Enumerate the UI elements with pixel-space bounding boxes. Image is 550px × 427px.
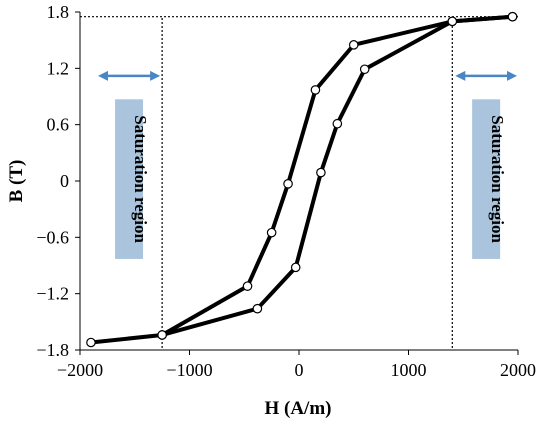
ascending-curve	[90, 14, 513, 345]
y-tick-label: 1.2	[47, 58, 70, 78]
tick-labels: −2000 −1000 0 1000 2000 1.8 1.2 0.6 0 −0.6 −1.2 −1.…	[36, 2, 536, 380]
x-axis-label: H (A/m)	[264, 398, 331, 419]
ascending-data-point	[266, 227, 277, 238]
saturation-label: Saturation region	[488, 115, 507, 243]
y-tick-label: 0	[60, 171, 69, 191]
ascending-data-point	[348, 40, 359, 50]
saturation-label: Saturation region	[131, 115, 150, 243]
descending-data-point	[447, 16, 458, 27]
descending-data-point	[332, 118, 343, 129]
descending-curve	[161, 14, 513, 337]
reference-lines	[80, 16, 518, 350]
descending-data-point	[157, 330, 167, 340]
ascending-data-point	[242, 281, 253, 291]
saturation-label-box	[115, 99, 144, 259]
ascending-data-point	[283, 179, 293, 189]
ascending-data-point	[86, 337, 96, 348]
x-tick-label: −1000	[166, 360, 212, 380]
arrow-head-right	[507, 70, 517, 81]
descending-data-point	[507, 11, 518, 22]
y-tick-label: −0.6	[36, 227, 69, 247]
x-tick-label: 2000	[500, 360, 536, 380]
descending-data-point	[316, 167, 326, 178]
ascending-data-point	[310, 85, 321, 95]
descending-data-point	[252, 303, 263, 314]
y-tick-label: 0.6	[47, 115, 70, 135]
descending-data-point	[359, 64, 370, 75]
descending-data-point	[290, 262, 301, 273]
saturation-label-box	[472, 99, 501, 259]
saturation-regions: Saturation region Saturation region	[98, 70, 517, 259]
x-tick-label: 0	[295, 360, 304, 380]
arrow-head-right	[150, 70, 161, 81]
y-tick-label: −1.8	[36, 340, 69, 360]
y-tick-label: 1.8	[47, 2, 70, 22]
arrow-head-left	[98, 70, 108, 81]
y-axis-label: B (T)	[6, 160, 27, 203]
data-series	[86, 11, 518, 348]
y-tick-label: −1.2	[36, 284, 69, 304]
arrow-head-left	[455, 70, 466, 81]
x-tick-label: −2000	[57, 360, 103, 380]
x-tick-label: 1000	[391, 360, 427, 380]
